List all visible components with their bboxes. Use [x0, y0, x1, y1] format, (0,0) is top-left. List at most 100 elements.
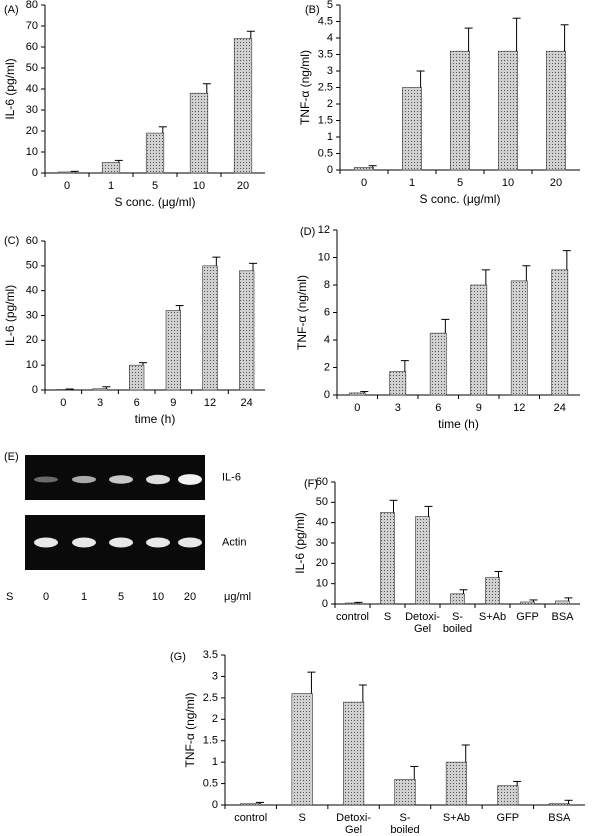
- y-tick-label: 2: [324, 361, 330, 373]
- x-tick-label: control: [336, 611, 369, 623]
- error-bar: [564, 799, 573, 804]
- x-tick-label-line: 6: [435, 402, 441, 414]
- y-tick-label: 0: [32, 167, 38, 179]
- y-axis-label: IL-6 (pg/ml): [3, 285, 17, 346]
- x-tick-label-line: GFP: [516, 611, 539, 623]
- error-bar: [389, 499, 398, 513]
- x-tick-label: BSA: [551, 611, 574, 623]
- x-tick-label-line: 5: [152, 180, 158, 192]
- x-tick-label: 9: [170, 397, 176, 409]
- error-bar: [400, 360, 409, 372]
- y-axis-label: IL-6 (pg/ml): [293, 512, 307, 573]
- error-bar: [360, 391, 369, 393]
- error-bar: [358, 684, 367, 703]
- x-axis-label: time (h): [135, 412, 176, 426]
- y-tick-label: 50: [26, 62, 38, 74]
- bar: [450, 593, 465, 605]
- y-tick-label: 60: [26, 41, 38, 53]
- x-tick-label: 24: [241, 397, 253, 409]
- bar: [551, 269, 569, 396]
- x-tick-label-line: 0: [354, 402, 360, 414]
- error-bar: [529, 599, 538, 602]
- bar: [389, 371, 407, 396]
- x-tick-label: 3: [395, 402, 401, 414]
- band-label: Actin: [222, 536, 246, 548]
- y-tick-label: 2.5: [318, 81, 333, 93]
- x-tick-label-line: 6: [134, 397, 140, 409]
- x-tick-label: 0: [361, 177, 367, 189]
- x-tick-label: 24: [554, 402, 566, 414]
- x-tick-label: 6: [435, 402, 441, 414]
- x-tick-label-line: S+Ab: [479, 611, 506, 623]
- y-tick-label: 10: [26, 146, 38, 158]
- y-tick-label: 1: [212, 756, 218, 768]
- y-tick-label: 4: [324, 334, 330, 346]
- y-axis-label: TNF-α (ng/ml): [183, 693, 197, 768]
- bar: [129, 364, 145, 391]
- y-tick-label: 40: [26, 285, 38, 297]
- error-bar: [368, 165, 377, 168]
- x-tick-label: 5: [457, 177, 463, 189]
- panel-label: (C): [4, 235, 19, 247]
- x-tick-label: 10: [193, 180, 205, 192]
- x-tick-label: 12: [204, 397, 216, 409]
- lane-label: 10: [152, 591, 164, 603]
- y-tick-label: 3: [212, 670, 218, 682]
- y-tick-label: 4: [327, 32, 333, 44]
- panel-label: (D): [300, 226, 315, 238]
- bar: [57, 171, 77, 174]
- error-bar: [158, 126, 167, 134]
- x-tick-label-line: Gel: [414, 623, 431, 635]
- x-tick-label: BSA: [548, 812, 571, 824]
- y-tick-label: 0: [324, 389, 330, 401]
- y-tick-label: 0: [212, 799, 218, 811]
- error-bar: [139, 362, 147, 366]
- y-tick-label: 60: [26, 235, 38, 247]
- x-tick-label-line: 1: [409, 177, 415, 189]
- bar: [354, 167, 374, 171]
- y-tick-label: 3: [327, 65, 333, 77]
- bar: [445, 761, 468, 806]
- x-tick-label: 20: [237, 180, 249, 192]
- x-tick-label: S-boiled: [390, 812, 419, 836]
- gel-band: [146, 474, 170, 485]
- x-tick-label-line: S+Ab: [443, 812, 470, 824]
- x-tick-label: 0: [354, 402, 360, 414]
- x-tick-label-line: 12: [513, 402, 525, 414]
- x-tick-label: 3: [97, 397, 103, 409]
- x-tick-label-line: 3: [97, 397, 103, 409]
- x-tick-label-line: boiled: [390, 824, 419, 836]
- gel-band: [146, 537, 170, 548]
- bar: [415, 516, 430, 605]
- x-tick-label-line: 20: [550, 177, 562, 189]
- y-tick-label: 12: [318, 224, 330, 236]
- x-tick-label-line: 0: [64, 180, 70, 192]
- bar: [402, 87, 422, 171]
- x-tick-label: 6: [134, 397, 140, 409]
- error-bar: [70, 170, 79, 172]
- x-tick-label-line: 10: [502, 177, 514, 189]
- unit-label: μg/ml: [224, 591, 251, 603]
- y-tick-label: 4.5: [318, 15, 333, 27]
- gel-band: [72, 475, 96, 484]
- x-tick-label-line: S-: [400, 812, 411, 824]
- x-tick-label-line: Detoxi-: [405, 611, 440, 623]
- gel-band: [34, 476, 58, 483]
- y-tick-label: 10: [318, 251, 330, 263]
- x-tick-label-line: BSA: [548, 812, 571, 824]
- gel-band: [72, 537, 96, 548]
- bar: [429, 332, 447, 396]
- y-tick-label: 0.5: [318, 147, 333, 159]
- bar: [92, 388, 108, 391]
- y-tick-label: 70: [26, 20, 38, 32]
- gel-band: [34, 537, 58, 548]
- x-tick-label: Detoxi-Gel: [336, 812, 371, 836]
- x-tick-label-line: 3: [395, 402, 401, 414]
- bar: [348, 392, 366, 396]
- x-tick-label: 0: [64, 180, 70, 192]
- bar: [470, 284, 488, 396]
- bar: [233, 38, 253, 174]
- x-tick-label-line: 9: [170, 397, 176, 409]
- y-tick-label: 2: [212, 713, 218, 725]
